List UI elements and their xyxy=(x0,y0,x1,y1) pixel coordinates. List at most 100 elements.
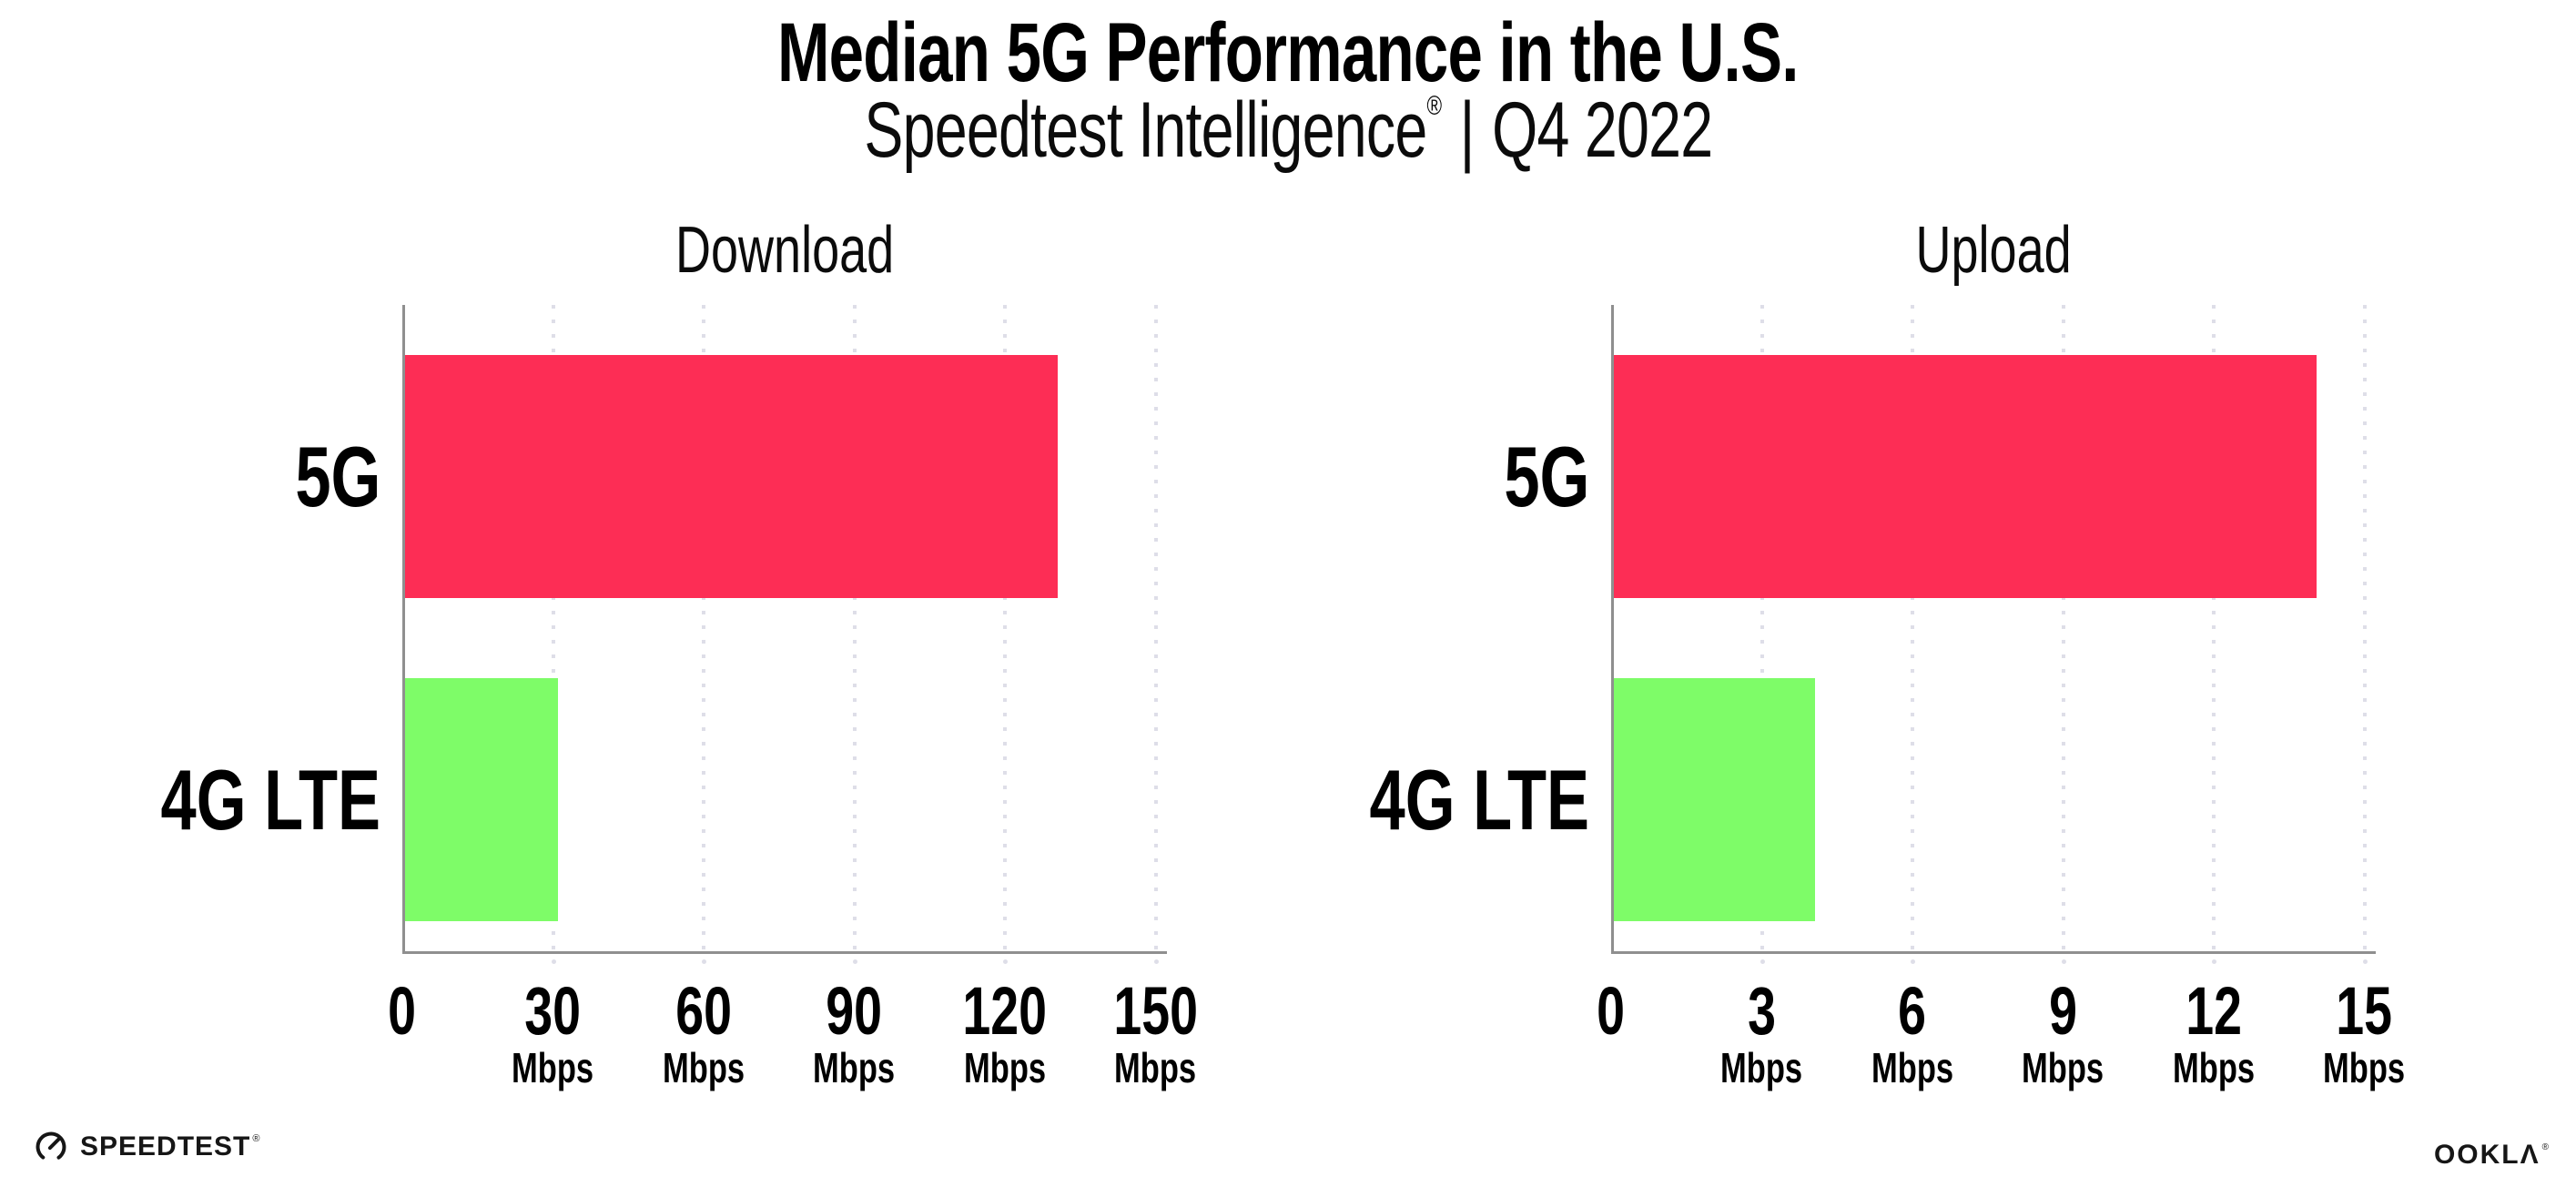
gridline xyxy=(852,305,857,951)
tick-unit-text: Mbps xyxy=(1720,1044,1803,1091)
chart-title-text: Download xyxy=(674,214,895,287)
category-label-text: 4G LTE xyxy=(160,751,380,847)
tick-unit: Mbps xyxy=(868,1043,1141,1092)
chart-title: Download xyxy=(402,213,1167,288)
tick-label: 6 xyxy=(1776,972,2049,1050)
y-axis-line xyxy=(402,305,405,954)
gridline xyxy=(2362,305,2367,951)
gridline xyxy=(702,305,705,951)
gridline xyxy=(551,305,555,951)
tick-label-text: 3 xyxy=(1748,973,1776,1049)
ookla-logo: OOKLΛ ® xyxy=(2434,1140,2549,1171)
tick-unit-text: Mbps xyxy=(2022,1044,2104,1091)
axis-tick-dot xyxy=(1003,959,1008,964)
speedtest-registered-mark: ® xyxy=(252,1133,260,1144)
tick-unit: Mbps xyxy=(1776,1043,2049,1092)
tick-label: 3 xyxy=(1626,972,1899,1050)
tick-label-text: 30 xyxy=(524,973,582,1049)
page-title-text: Median 5G Performance in the U.S. xyxy=(777,6,1799,99)
speedtest-logo: SPEEDTEST ® xyxy=(33,1129,259,1165)
gridline xyxy=(1003,305,1007,951)
category-label-text: 4G LTE xyxy=(1369,751,1589,847)
tick-label: 12 xyxy=(2077,972,2350,1050)
category-label-5g: 5G xyxy=(0,422,380,532)
tick-label-text: 12 xyxy=(2186,973,2242,1049)
page-subtitle-text: Speedtest Intelligence® | Q4 2022 xyxy=(863,86,1713,176)
tick-unit: Mbps xyxy=(567,1043,840,1092)
tick-label-text: 90 xyxy=(826,973,883,1049)
category-label-text: 5G xyxy=(1503,428,1589,524)
axis-tick-dot xyxy=(2212,959,2216,964)
tick-label-text: 0 xyxy=(1597,973,1626,1049)
axis-tick-dot xyxy=(2061,959,2066,964)
axis-tick-dot xyxy=(2362,959,2368,964)
bar-4g-lte xyxy=(1614,678,1815,921)
tick-unit-text: Mbps xyxy=(662,1044,745,1091)
tick-unit-text: Mbps xyxy=(512,1044,594,1091)
category-label-5g: 5G xyxy=(1180,422,1589,532)
axis-tick-dot xyxy=(1760,959,1765,964)
tick-label-text: 6 xyxy=(1898,973,1927,1049)
speedtest-gauge-icon xyxy=(33,1129,69,1165)
tick-unit: Mbps xyxy=(2077,1043,2350,1092)
y-axis-line xyxy=(1611,305,1614,954)
tick-label-text: 150 xyxy=(1113,973,1198,1049)
tick-unit: Mbps xyxy=(417,1043,690,1092)
axis-tick-dot xyxy=(852,959,857,964)
tick-label: 150 xyxy=(1019,972,1293,1050)
tick-label-text: 9 xyxy=(2049,973,2077,1049)
tick-unit: Mbps xyxy=(1927,1043,2200,1092)
gridline xyxy=(1911,305,1914,951)
tick-label: 0 xyxy=(1475,972,1748,1050)
tick-unit-text: Mbps xyxy=(813,1044,896,1091)
tick-unit-text: Mbps xyxy=(1114,1044,1197,1091)
axis-tick-dot xyxy=(1153,959,1159,964)
category-label-text: 5G xyxy=(294,428,380,524)
tick-unit-text: Mbps xyxy=(2323,1044,2406,1091)
ookla-logo-text: OOKLΛ xyxy=(2433,1140,2541,1170)
tick-label-text: 60 xyxy=(675,973,732,1049)
tick-unit-text: Mbps xyxy=(1871,1044,1954,1091)
subtitle-period: Q4 2022 xyxy=(1491,86,1713,174)
tick-label-text: 0 xyxy=(388,973,417,1049)
chart-title-text: Upload xyxy=(1915,214,2072,287)
axis-tick-dot xyxy=(1911,959,1915,964)
category-label-4g-lte: 4G LTE xyxy=(1180,746,1589,855)
tick-label: 9 xyxy=(1927,972,2200,1050)
tick-unit-text: Mbps xyxy=(2172,1044,2256,1091)
tick-label-text: 120 xyxy=(962,973,1048,1049)
page-subtitle: Speedtest Intelligence® | Q4 2022 xyxy=(0,86,2576,176)
ookla-registered-mark: ® xyxy=(2541,1141,2549,1152)
x-axis-line xyxy=(402,951,1167,954)
bar-4g-lte xyxy=(405,678,558,921)
tick-label: 0 xyxy=(266,972,539,1050)
gridline xyxy=(1153,305,1158,951)
tick-label-text: 15 xyxy=(2336,973,2393,1049)
x-axis-line xyxy=(1611,951,2376,954)
tick-unit: Mbps xyxy=(1019,1043,1293,1092)
axis-tick-dot xyxy=(551,959,556,964)
tick-unit: Mbps xyxy=(718,1043,991,1092)
bar-5g xyxy=(1614,355,2317,598)
subtitle-separator: | xyxy=(1459,86,1475,174)
page-title: Median 5G Performance in the U.S. xyxy=(0,5,2576,101)
gridline xyxy=(2212,305,2216,951)
subtitle-brand: Speedtest Intelligence xyxy=(863,86,1427,174)
subtitle-registered-mark: ® xyxy=(1426,91,1442,121)
tick-unit-text: Mbps xyxy=(963,1044,1047,1091)
tick-label: 120 xyxy=(868,972,1141,1050)
tick-label: 60 xyxy=(567,972,840,1050)
tick-unit: Mbps xyxy=(2228,1043,2501,1092)
bar-5g xyxy=(405,355,1058,598)
gridline xyxy=(2061,305,2065,951)
tick-label: 15 xyxy=(2228,972,2501,1050)
chart-title: Upload xyxy=(1611,213,2376,288)
category-label-4g-lte: 4G LTE xyxy=(0,746,380,855)
gridline xyxy=(1760,305,1764,951)
axis-tick-dot xyxy=(702,959,706,964)
speedtest-logo-text: SPEEDTEST xyxy=(80,1131,251,1161)
tick-label: 30 xyxy=(417,972,690,1050)
tick-label: 90 xyxy=(718,972,991,1050)
tick-unit: Mbps xyxy=(1626,1043,1899,1092)
